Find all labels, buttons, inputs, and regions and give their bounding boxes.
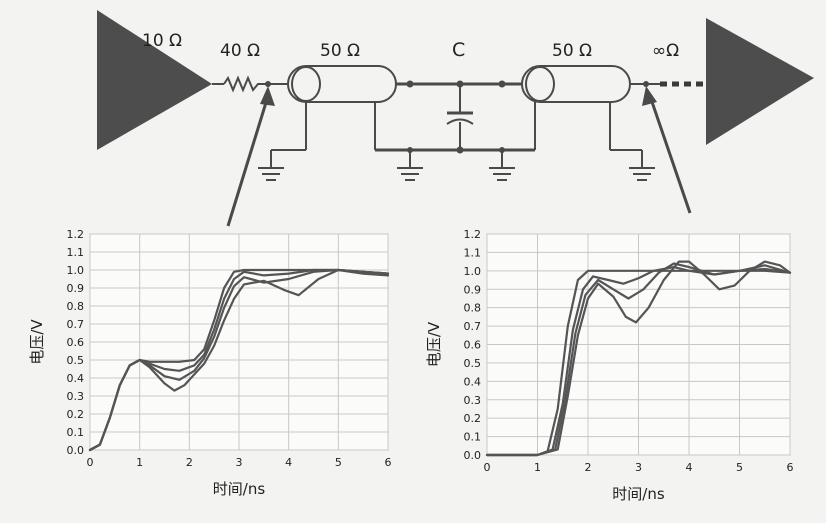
- series-resistor-label: 40 Ω: [220, 41, 260, 61]
- y-tick-label: 1.0: [464, 265, 482, 278]
- probe-arrow-left: [226, 95, 270, 227]
- y-tick-label: 1.0: [67, 264, 85, 277]
- junction-dots: [265, 80, 649, 154]
- y-tick-label: 0.3: [464, 394, 482, 407]
- x-tick-label: 0: [87, 456, 94, 469]
- y-tick-label: 0.9: [464, 283, 482, 296]
- y-tick-label: 0.5: [67, 354, 85, 367]
- x-tick-label: 1: [534, 461, 541, 474]
- x-tick-label: 3: [635, 461, 642, 474]
- x-tick-label: 4: [285, 456, 292, 469]
- y-tick-label: 0.8: [67, 300, 85, 313]
- y-tick-label: 0.2: [67, 408, 85, 421]
- line1-end: [291, 66, 321, 102]
- series-resistor: [223, 75, 268, 93]
- x-tick-label: 3: [236, 456, 243, 469]
- series-line-4: [485, 260, 792, 457]
- ground-symbol-2: [397, 150, 423, 181]
- capacitor-plate-bottom: [446, 118, 474, 125]
- x-tick-label: 5: [335, 456, 342, 469]
- y-tick-label: 0.6: [67, 336, 85, 349]
- line2-end: [525, 66, 555, 102]
- ground-symbol-1: [258, 149, 306, 181]
- series-line-4: [88, 268, 390, 452]
- x-tick-label: 6: [385, 456, 392, 469]
- capacitor-label: C: [452, 39, 465, 61]
- y-tick-label: 0.3: [67, 390, 85, 403]
- x-tick-label: 0: [484, 461, 491, 474]
- y-tick-label: 0.5: [464, 357, 482, 370]
- probe-arrowhead-left: [260, 86, 275, 106]
- x-axis-label: 时间/ns: [612, 485, 665, 503]
- x-axis-label: 时间/ns: [213, 480, 266, 498]
- x-tick-label: 2: [186, 456, 193, 469]
- x-tick-label: 1: [136, 456, 143, 469]
- series-line-3: [485, 262, 792, 457]
- line1-impedance-label: 50 Ω: [320, 41, 360, 61]
- y-tick-label: 0.7: [464, 320, 482, 333]
- x-tick-label: 5: [736, 461, 743, 474]
- ground-symbol-4: [610, 149, 655, 181]
- y-tick-label: 1.2: [464, 228, 482, 241]
- probe-arrowhead-right: [642, 86, 657, 106]
- y-tick-label: 0.0: [67, 444, 85, 457]
- y-tick-label: 0.1: [67, 426, 85, 439]
- circuit-schematic: [97, 10, 814, 227]
- y-tick-label: 0.9: [67, 282, 85, 295]
- y-tick-label: 1.1: [464, 246, 482, 259]
- x-tick-label: 2: [585, 461, 592, 474]
- x-tick-label: 6: [787, 461, 794, 474]
- series-line-1: [485, 269, 792, 457]
- y-tick-label: 0.0: [464, 449, 482, 462]
- chart-far-end: 0.0 0.1 0.2 0.3 0.4 0.5 0.6 0.7 0.8 0.9 1.0 1.1 1.2 0…: [425, 228, 794, 503]
- y-tick-label: 0.4: [464, 375, 482, 388]
- ground-symbol-3: [489, 150, 515, 181]
- probe-arrow-right: [648, 95, 692, 214]
- y-tick-label: 1.1: [67, 246, 85, 259]
- driver-triangle: [97, 10, 212, 150]
- y-tick-label: 0.2: [464, 412, 482, 425]
- chart-near-end: 0.0 0.1 0.2 0.3 0.4 0.5 0.6 0.7 0.8 0.9 1.0 1.1 1.2 0…: [28, 228, 392, 498]
- driver-resistance-label: 10 Ω: [142, 31, 182, 51]
- y-tick-label: 0.1: [464, 431, 482, 444]
- y-tick-label: 1.2: [67, 228, 85, 241]
- y-tick-label: 0.6: [464, 339, 482, 352]
- y-tick-label: 0.7: [67, 318, 85, 331]
- receiver-triangle: [706, 18, 814, 145]
- x-tick-label: 4: [686, 461, 693, 474]
- y-axis-label: 电压/V: [28, 319, 46, 365]
- y-tick-label: 0.4: [67, 372, 85, 385]
- y-axis-label: 电压/V: [425, 321, 443, 367]
- y-tick-label: 0.8: [464, 302, 482, 315]
- load-impedance-label: ∞Ω: [652, 41, 679, 61]
- line2-impedance-label: 50 Ω: [552, 41, 592, 61]
